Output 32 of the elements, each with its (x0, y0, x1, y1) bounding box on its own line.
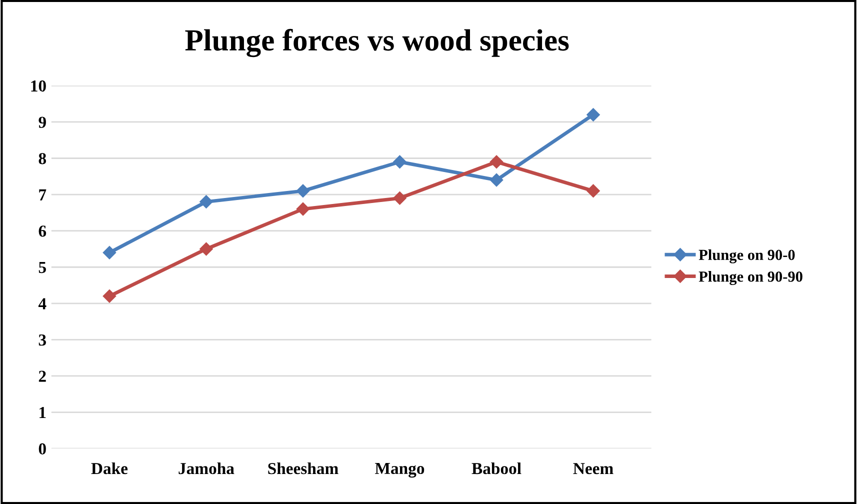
y-tick-label: 7 (39, 189, 46, 200)
point (586, 108, 600, 122)
y-tick-label: 8 (38, 152, 46, 164)
point (490, 173, 504, 187)
x-tick-label: Sheesham (268, 462, 338, 474)
x-tick-label: Jamoha (178, 462, 234, 474)
x-tick-label: Dake (91, 462, 128, 474)
legend-label: Plunge on 90-0 (698, 249, 795, 264)
y-tick-label: 10 (31, 80, 46, 92)
x-tick-label: Neem (573, 463, 614, 474)
point (296, 202, 310, 216)
point (296, 184, 310, 198)
point (200, 242, 213, 256)
y-tick-label: 3 (38, 334, 46, 346)
point (586, 184, 600, 198)
point (102, 246, 116, 260)
point (102, 290, 116, 303)
y-tick-label: 9 (38, 116, 46, 128)
chart-title: Plunge forces vs wood species (185, 28, 569, 58)
y-tick-label: 6 (38, 226, 46, 237)
y-tick-label: 0 (38, 443, 46, 455)
point (393, 155, 406, 168)
x-tick-label: Mango (375, 462, 424, 478)
y-tick-label: 4 (38, 298, 46, 310)
y-tick-label: 1 (40, 407, 46, 418)
point (200, 195, 213, 208)
point (393, 192, 406, 205)
y-tick-label: 5 (38, 262, 46, 274)
y-tick-label: 2 (38, 370, 46, 382)
x-tick-label: Babool (472, 462, 522, 474)
point (490, 155, 504, 168)
legend-label: Plunge on 90-90 (698, 271, 802, 286)
